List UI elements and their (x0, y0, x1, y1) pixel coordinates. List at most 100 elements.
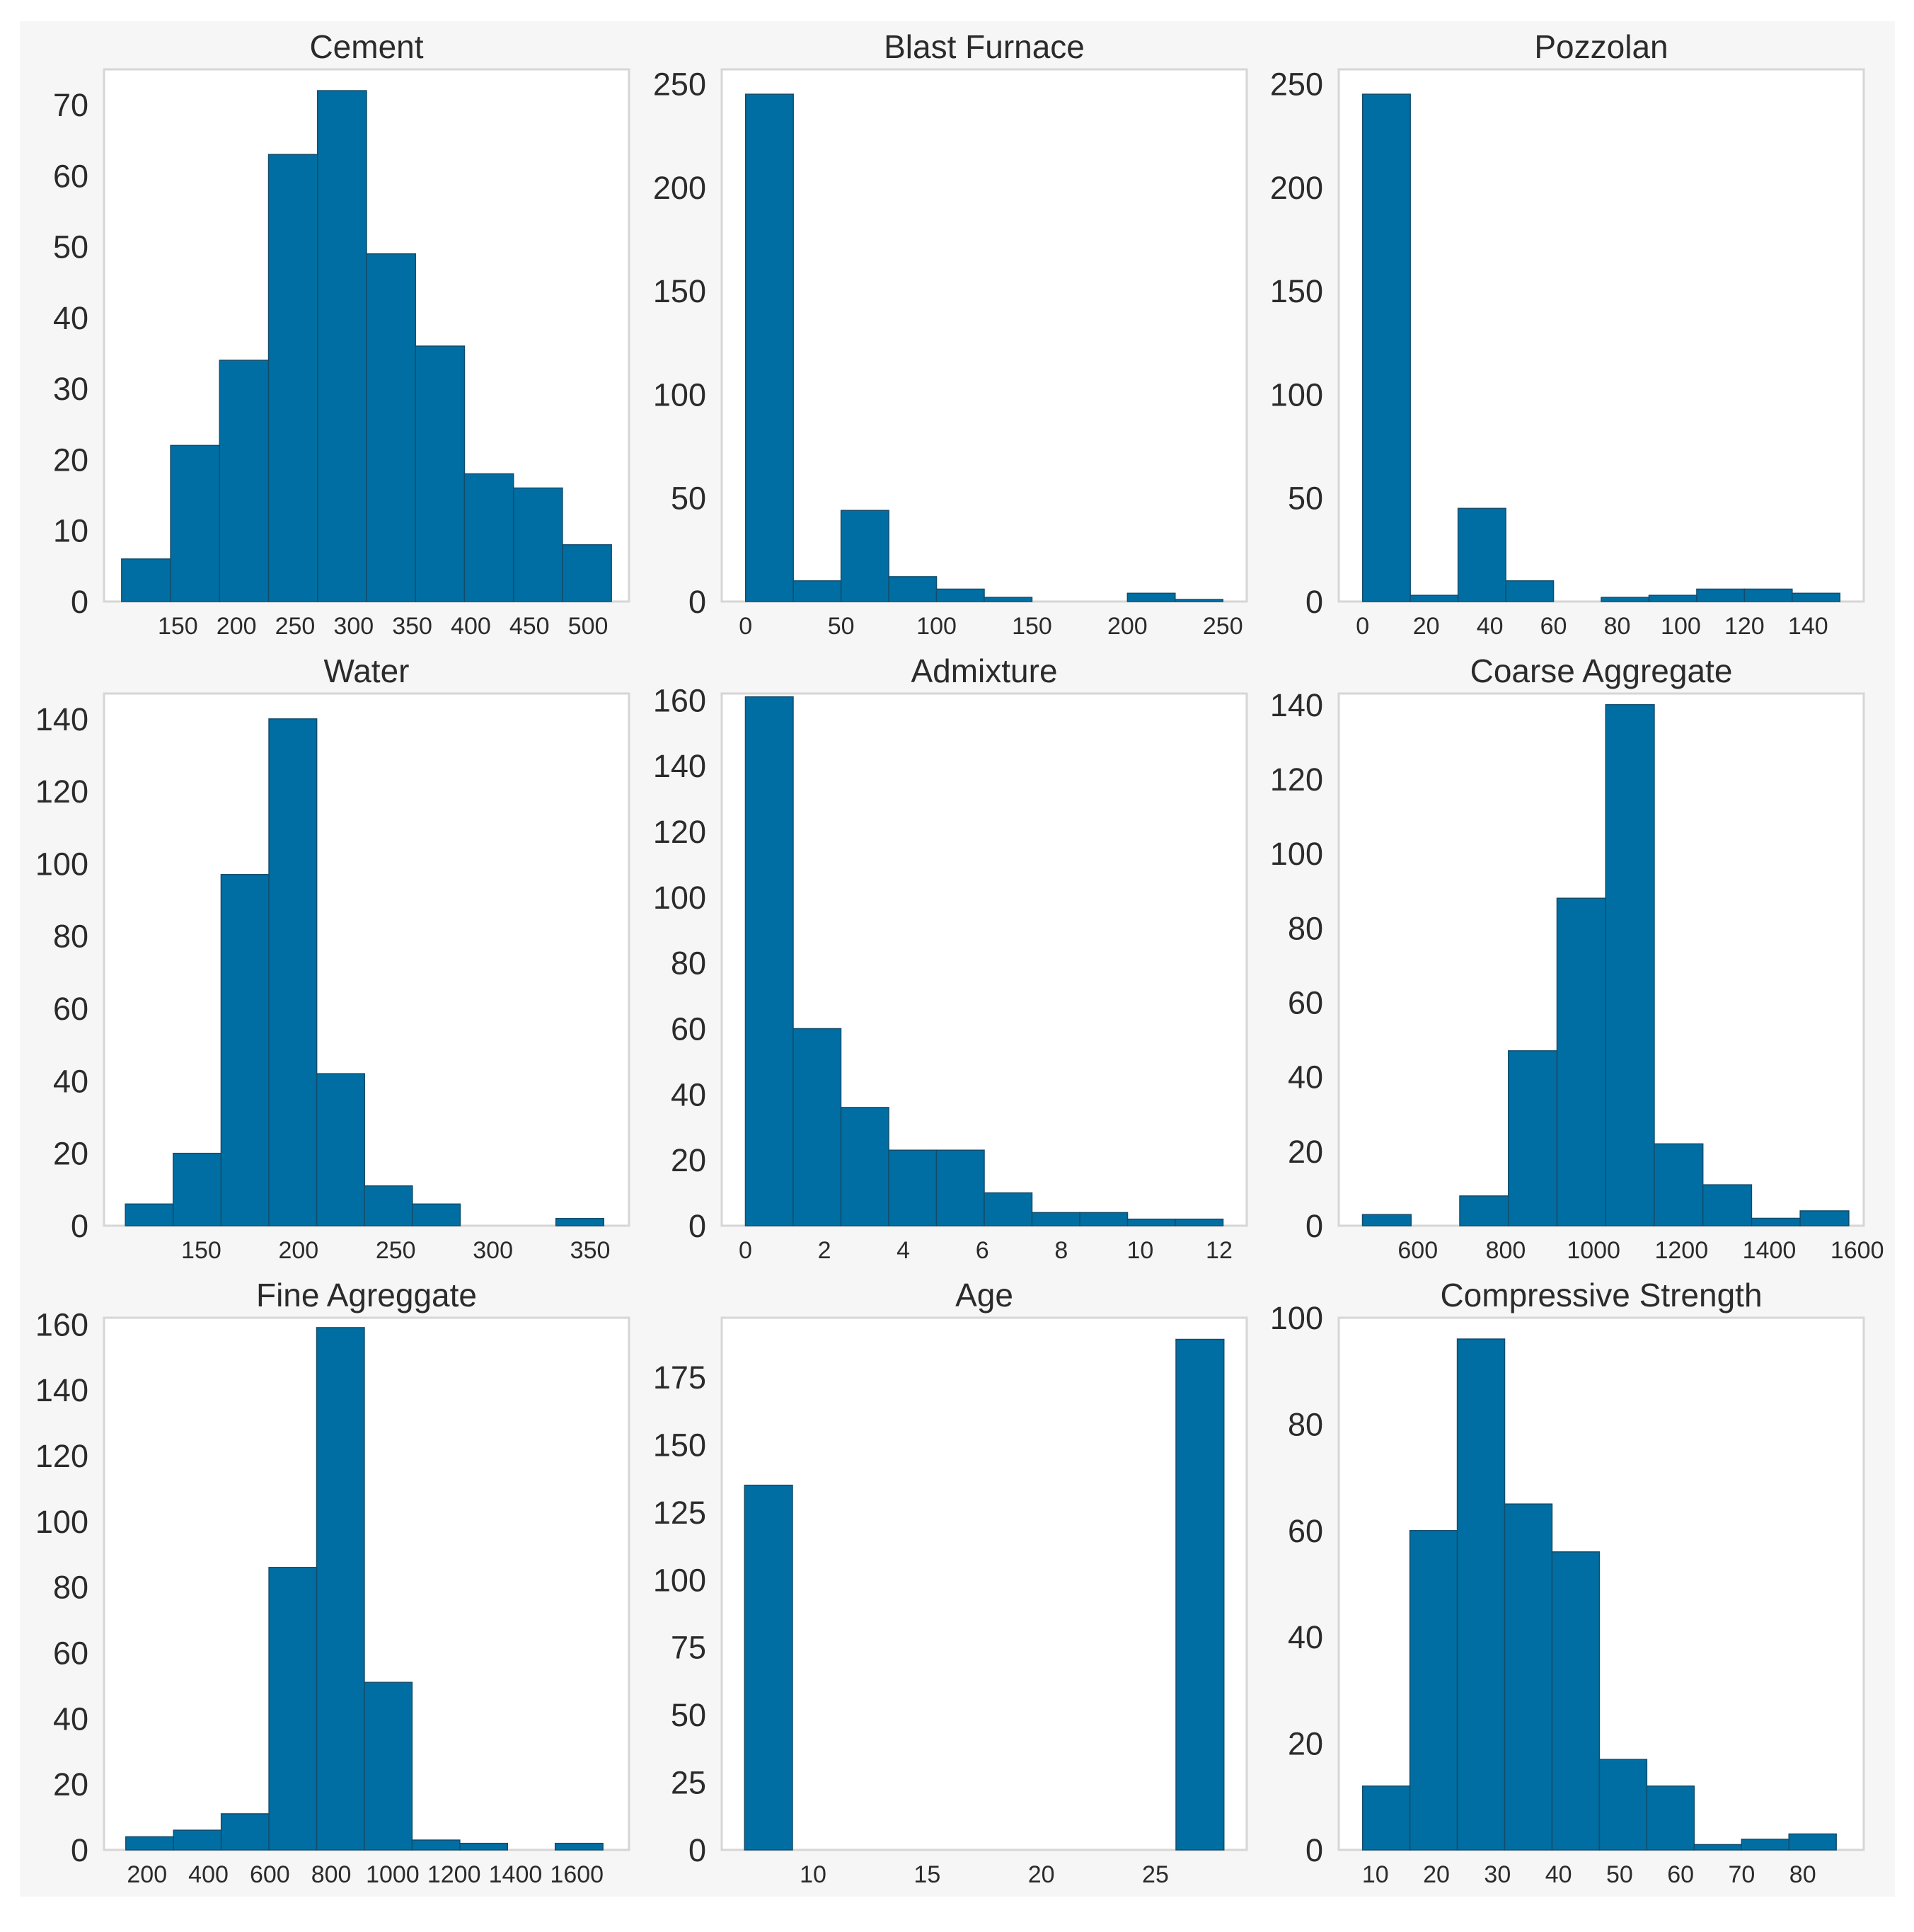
x-tick-label: 60 (1667, 1861, 1694, 1888)
x-tick-label: 150 (181, 1237, 221, 1264)
x-tick-label: 450 (509, 613, 550, 640)
y-tick-label: 0 (1305, 1832, 1323, 1868)
plot-area-pozzolan (1337, 68, 1865, 603)
x-tick-label: 250 (275, 613, 316, 640)
histogram-bar (366, 253, 416, 602)
x-tick-label: 600 (250, 1861, 290, 1888)
chart-compressive-strength: Compressive Strength 0 20 40 60 80 100 10 20 30 40… (1270, 1277, 1865, 1888)
histogram-bar (1175, 1218, 1224, 1226)
histogram-bar (840, 510, 889, 602)
x-tick-label: 1000 (366, 1861, 420, 1888)
histogram-bar (1646, 1786, 1695, 1851)
y-tick-label: 60 (53, 158, 88, 194)
histogram-bar (1504, 1503, 1553, 1851)
histogram-bar (125, 1836, 174, 1851)
x-tick-label: 15 (913, 1861, 940, 1888)
x-tick-label: 1000 (1567, 1237, 1620, 1264)
x-tick-label: 80 (1604, 613, 1631, 640)
histogram-bar (1792, 592, 1841, 602)
histogram-bar (1788, 1833, 1837, 1851)
x-tick-label: 500 (568, 613, 609, 640)
y-tick-label: 250 (1270, 66, 1323, 102)
x-tick-label: 20 (1413, 613, 1440, 640)
y-tick-label: 50 (53, 229, 88, 265)
x-tick-label: 300 (473, 1237, 513, 1264)
histogram-bar (411, 1839, 461, 1851)
histogram-bar (1409, 594, 1459, 602)
y-tick-label: 120 (35, 1438, 88, 1474)
plot-area-blast-furnace (720, 68, 1248, 603)
y-tick-label: 20 (671, 1142, 706, 1178)
x-tick-label: 400 (451, 613, 491, 640)
x-tick-label: 1200 (1654, 1237, 1708, 1264)
y-tick-label: 175 (653, 1359, 706, 1396)
x-tick-label: 8 (1054, 1237, 1068, 1264)
histogram-bar (1507, 1050, 1558, 1226)
y-tick-label: 40 (1288, 1619, 1323, 1655)
histogram-bar (1741, 1839, 1789, 1851)
y-tick-label: 0 (71, 1208, 88, 1244)
histogram-bar (463, 473, 514, 602)
x-tick-label: 100 (916, 613, 957, 640)
histogram-bar (317, 90, 367, 602)
histogram-bar (1751, 1217, 1801, 1226)
histogram-bar (1175, 599, 1224, 602)
histogram-bar (792, 1028, 842, 1226)
chart-title: Coarse Aggregate (1470, 652, 1733, 689)
x-tick-label: 400 (188, 1861, 229, 1888)
histogram-bar (415, 345, 466, 602)
x-tick-label: 80 (1789, 1861, 1816, 1888)
x-tick-label: 1400 (489, 1861, 543, 1888)
y-tick-label: 140 (35, 1372, 88, 1408)
histogram-bar (220, 1813, 270, 1851)
chart-coarse-aggregate: Coarse Aggregate 0 20 40 60 80 100 120 140 600 800… (1270, 652, 1884, 1264)
x-tick-label: 0 (739, 613, 752, 640)
x-tick-label: 70 (1729, 1861, 1756, 1888)
chart-cement: Cement 0 10 20 30 40 50 60 70 150 200 250 300 350 400 4… (53, 28, 630, 640)
histogram-bar (840, 1107, 889, 1226)
x-tick-label: 150 (158, 613, 198, 640)
histogram-bar (170, 444, 221, 602)
x-tick-label: 6 (976, 1237, 989, 1264)
histogram-bar (1456, 1338, 1506, 1851)
y-tick-label: 40 (671, 1076, 706, 1112)
histogram-bar (1654, 1143, 1704, 1226)
plot-area-age (720, 1316, 1248, 1851)
y-tick-label: 80 (53, 1570, 88, 1606)
histogram-bar (121, 558, 171, 602)
y-tick-label: 120 (35, 774, 88, 810)
y-tick-label: 0 (1305, 584, 1323, 620)
y-tick-label: 30 (53, 371, 88, 407)
x-tick-label: 20 (1028, 1861, 1055, 1888)
y-tick-label: 40 (1288, 1059, 1323, 1096)
y-tick-label: 125 (653, 1495, 706, 1531)
histogram-bar (267, 154, 318, 602)
x-tick-label: 2 (818, 1237, 831, 1264)
histogram-bar (1799, 1210, 1850, 1226)
x-tick-label: 600 (1397, 1237, 1438, 1264)
histogram-bar (984, 597, 1033, 602)
x-tick-label: 0 (1356, 613, 1369, 640)
y-tick-label: 100 (1270, 1300, 1323, 1336)
histogram-bar (459, 1842, 509, 1851)
plot-area-water (103, 692, 630, 1227)
y-tick-label: 60 (1288, 984, 1323, 1020)
x-tick-label: 0 (739, 1237, 752, 1264)
y-tick-label: 20 (53, 442, 88, 478)
histogram-bar (1505, 580, 1555, 602)
x-tick-label: 300 (333, 613, 374, 640)
histogram-bar (1126, 1218, 1176, 1226)
histogram-bar (125, 1203, 174, 1226)
y-tick-label: 25 (671, 1765, 706, 1801)
histogram-bar (744, 93, 794, 602)
histogram-bar (1126, 592, 1176, 602)
y-tick-label: 140 (1270, 687, 1323, 723)
histogram-bar (555, 1218, 605, 1226)
chart-title: Cement (309, 28, 423, 65)
histogram-bar (1361, 93, 1411, 602)
histogram-bar (1459, 1195, 1509, 1226)
y-tick-label: 0 (688, 1208, 706, 1244)
x-tick-label: 140 (1788, 613, 1828, 640)
y-tick-label: 100 (35, 1504, 88, 1540)
